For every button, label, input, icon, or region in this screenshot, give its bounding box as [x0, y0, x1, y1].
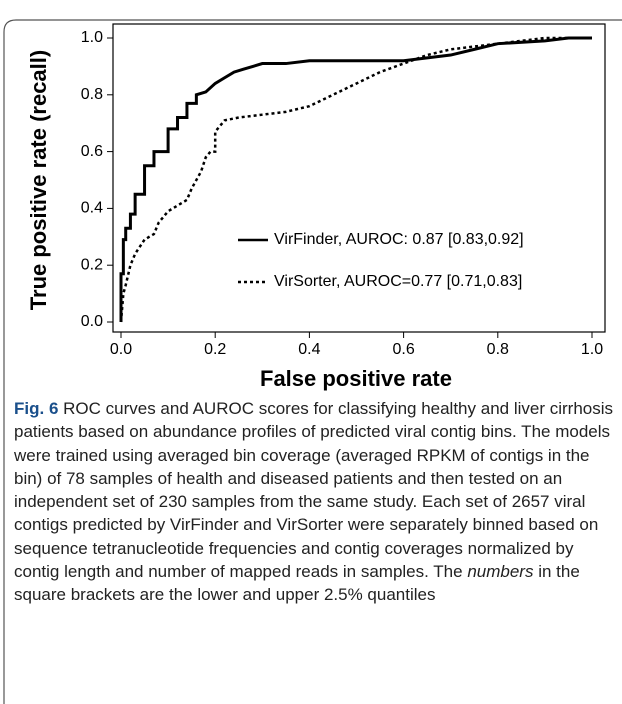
figure-frame	[3, 19, 622, 704]
caption-text: ROC curves and AUROC scores for classify…	[14, 399, 614, 582]
caption-label: Fig. 6	[14, 399, 59, 418]
y-tick-label: 0.6	[81, 143, 103, 160]
x-tick-label: 1.0	[581, 341, 603, 358]
legend-label: VirFinder, AUROC: 0.87 [0.83,0.92]	[274, 231, 524, 248]
x-tick-label: 0.4	[298, 341, 320, 358]
y-tick-label: 0.8	[81, 86, 103, 103]
y-tick-label: 0.4	[81, 200, 103, 217]
y-axis-label: True positive rate (recall)	[26, 50, 51, 310]
series-line	[119, 36, 592, 322]
x-tick-label: 0.6	[392, 341, 414, 358]
y-tick-label: 0.2	[81, 256, 103, 273]
y-tick-label: 0.0	[81, 313, 103, 330]
legend-label: VirSorter, AUROC=0.77 [0.71,0.83]	[274, 273, 522, 290]
x-tick-label: 0.8	[487, 341, 509, 358]
x-tick-label: 0.2	[204, 341, 226, 358]
x-tick-label: 0.0	[110, 341, 132, 358]
series-line	[119, 36, 592, 323]
x-axis-label: False positive rate	[260, 366, 452, 391]
caption-italic: numbers	[467, 562, 534, 582]
y-tick-label: 1.0	[81, 29, 103, 46]
caption: Fig. 6 ROC curves and AUROC scores for c…	[14, 397, 614, 607]
caption-text: in the square brackets are the lower and…	[14, 562, 580, 605]
plot-frame	[112, 23, 606, 333]
